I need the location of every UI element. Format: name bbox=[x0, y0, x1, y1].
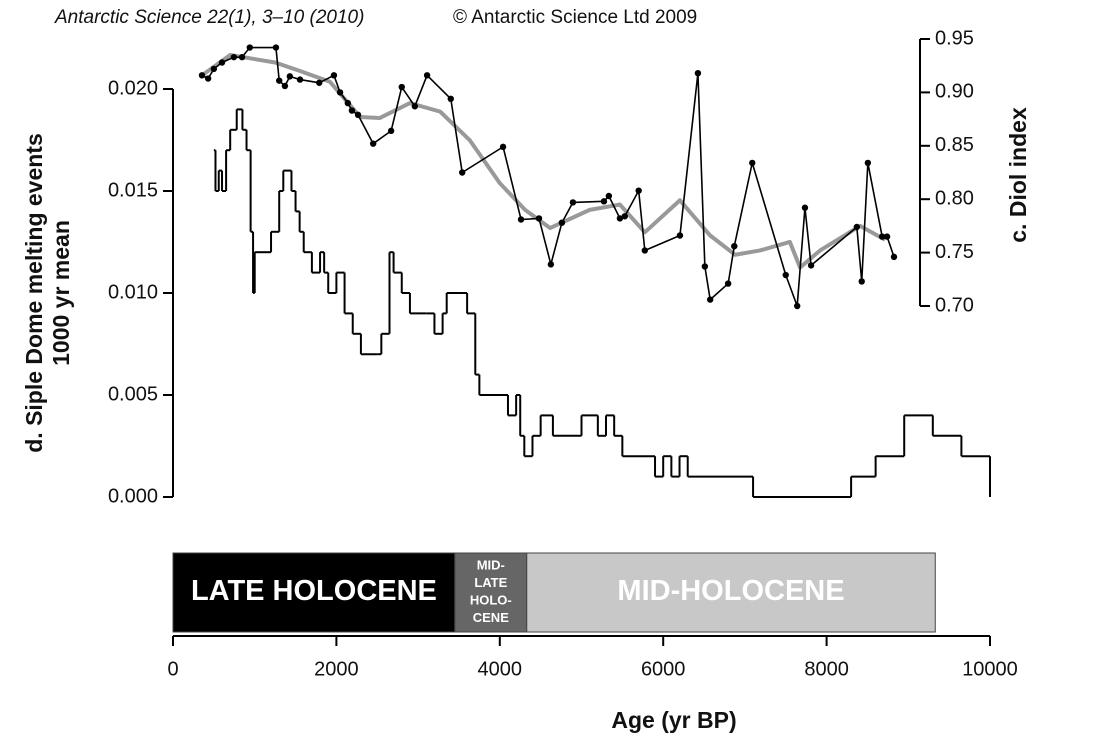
diol-point bbox=[569, 199, 577, 206]
copyright: © Antarctic Science Ltd 2009 bbox=[453, 7, 697, 28]
diol-point bbox=[316, 79, 323, 86]
diol-point bbox=[387, 127, 395, 135]
diol-point bbox=[731, 242, 738, 250]
period-label: MID- bbox=[477, 558, 505, 573]
diol-point bbox=[558, 219, 566, 226]
diol-point bbox=[246, 44, 253, 51]
diol-point bbox=[286, 73, 294, 80]
y2-tick-label: 0.90 bbox=[935, 81, 974, 103]
y2-axis-label: c. Diol index bbox=[1005, 107, 1031, 243]
diol-point bbox=[238, 53, 246, 61]
diol-point bbox=[423, 72, 431, 79]
y-tick-label: 0.005 bbox=[108, 383, 158, 405]
diol-point bbox=[706, 296, 714, 303]
period-label: LATE HOLOCENE bbox=[191, 575, 437, 607]
period-band bbox=[526, 552, 936, 633]
diol-point bbox=[204, 75, 212, 82]
diol-point bbox=[641, 247, 649, 254]
y2-tick-label: 0.95 bbox=[935, 27, 974, 49]
period-band bbox=[172, 552, 456, 633]
diol-point bbox=[447, 95, 454, 103]
diol-point bbox=[878, 233, 886, 240]
y-tick-label: 0.010 bbox=[108, 281, 158, 303]
period-label: CENE bbox=[473, 610, 509, 625]
diol-point bbox=[807, 262, 815, 269]
period-label: MID-HOLOCENE bbox=[617, 575, 844, 607]
diol-point bbox=[858, 278, 865, 285]
diol-point bbox=[296, 76, 304, 83]
diol-point bbox=[616, 215, 624, 222]
diol-point bbox=[701, 263, 709, 270]
diol-line bbox=[201, 46, 895, 307]
period-band bbox=[454, 552, 528, 633]
diol-point bbox=[853, 223, 861, 231]
diol-point bbox=[198, 72, 206, 79]
x-axis-label: Age (yr BP) bbox=[611, 707, 736, 733]
diol-point bbox=[749, 159, 756, 167]
diol-point bbox=[864, 159, 872, 167]
x-tick-label: 4000 bbox=[478, 658, 523, 680]
diol-point bbox=[724, 280, 732, 287]
diol-point bbox=[600, 198, 608, 205]
diol-point bbox=[801, 204, 809, 211]
diol-point bbox=[517, 216, 525, 223]
diol-point bbox=[276, 77, 283, 84]
diol-point bbox=[499, 143, 507, 151]
y2-tick-label: 0.80 bbox=[935, 187, 974, 209]
diol-point bbox=[348, 107, 356, 114]
y-tick-label: 0.020 bbox=[108, 77, 158, 99]
diol-point bbox=[676, 232, 684, 239]
y-axis-label: 1000 yr mean bbox=[48, 220, 74, 366]
source: Antarctic Science 22(1), 3–10 (2010) bbox=[54, 7, 364, 28]
diol-point bbox=[398, 83, 405, 91]
diol-point bbox=[272, 44, 280, 51]
diol-point bbox=[535, 215, 543, 222]
diol-point bbox=[411, 103, 419, 110]
diol-point bbox=[883, 233, 891, 240]
diol-point bbox=[354, 111, 362, 119]
x-tick-label: 6000 bbox=[641, 658, 686, 680]
y2-tick-label: 0.85 bbox=[935, 134, 974, 156]
diol-point bbox=[281, 82, 289, 90]
x-tick-label: 0 bbox=[167, 658, 178, 680]
diol-point bbox=[218, 59, 226, 66]
diol-point bbox=[547, 261, 555, 268]
y-tick-label: 0.000 bbox=[108, 485, 158, 507]
diol-point bbox=[605, 192, 613, 200]
y-tick-label: 0.015 bbox=[108, 179, 158, 201]
x-tick-label: 8000 bbox=[804, 658, 849, 680]
diol-point bbox=[230, 53, 238, 61]
smoothed-line bbox=[200, 53, 886, 270]
diol-point bbox=[694, 69, 702, 77]
diol-point bbox=[782, 271, 789, 279]
diol-point bbox=[330, 72, 338, 79]
diol-point bbox=[210, 65, 218, 73]
y2-tick-label: 0.70 bbox=[935, 294, 974, 316]
diol-point bbox=[459, 169, 466, 176]
diol-point bbox=[635, 187, 642, 194]
diol-point bbox=[336, 89, 344, 96]
diol-point bbox=[793, 302, 801, 310]
diol-point bbox=[369, 140, 377, 147]
period-label: HOLO- bbox=[470, 593, 512, 608]
diol-point bbox=[344, 99, 352, 107]
y2-tick-label: 0.75 bbox=[935, 241, 974, 263]
period-label: LATE bbox=[474, 575, 507, 590]
diol-point bbox=[890, 253, 898, 261]
diol-point bbox=[621, 213, 629, 220]
y-axis-label: d. Siple Dome melting events bbox=[21, 133, 47, 453]
x-tick-label: 10000 bbox=[962, 658, 1018, 680]
x-tick-label: 2000 bbox=[314, 658, 359, 680]
